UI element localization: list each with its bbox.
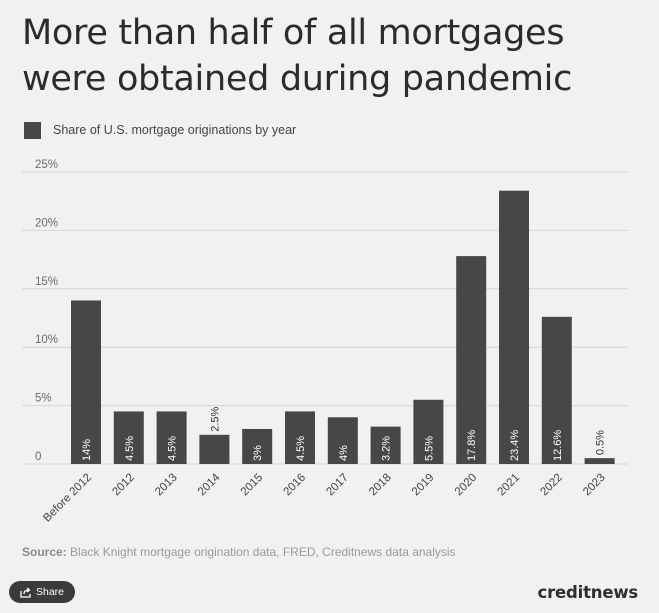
bar-value-label: 23.4%	[509, 430, 521, 461]
share-button[interactable]: Share	[9, 581, 75, 603]
share-icon	[20, 586, 31, 598]
bar-value-label: 14%	[81, 439, 93, 461]
bar-chart: 0 5% 10% 15% 20% 25% 14% Before 2012 4.5% 2012 4.5…	[22, 159, 628, 525]
bar	[456, 256, 487, 464]
bar	[327, 417, 358, 464]
bar-value-label: 12.6%	[552, 430, 564, 461]
bar-value-label: 17.8%	[466, 430, 478, 461]
source-note: Source: Black Knight mortgage originatio…	[22, 545, 456, 559]
x-tick-label: 2023	[581, 472, 608, 499]
y-tick-label: 25%	[35, 159, 58, 171]
bar-value-label: 4%	[338, 445, 350, 461]
x-tick-label: 2020	[453, 472, 480, 499]
bar-value-label: 4.5%	[167, 436, 179, 461]
bar-value-label: 4.5%	[124, 436, 136, 461]
x-tick-label: 2013	[153, 472, 180, 499]
bar	[199, 434, 230, 464]
x-tick-label: 2016	[282, 472, 309, 499]
bar-value-label: 5.5%	[423, 436, 435, 461]
bar	[541, 316, 572, 464]
brand-logo: creditnews	[537, 583, 639, 602]
bar-value-label: 3%	[252, 445, 264, 461]
x-tick-label: 2017	[324, 472, 351, 499]
bar	[113, 411, 144, 464]
x-tick-label: 2019	[410, 472, 437, 499]
x-tick-label: 2015	[239, 472, 266, 499]
x-tick-label: Before 2012	[41, 472, 94, 525]
bar	[285, 411, 315, 464]
source-text: Black Knight mortgage origination data, …	[70, 545, 456, 559]
legend-label: Share of U.S. mortgage originations by y…	[53, 123, 297, 137]
bar-value-label: 2.5%	[209, 407, 221, 432]
share-button-label: Share	[35, 586, 65, 598]
legend: Share of U.S. mortgage originations by y…	[24, 121, 296, 139]
bar	[242, 428, 273, 464]
x-tick-label: 2021	[496, 472, 523, 499]
y-tick-label: 10%	[35, 334, 58, 346]
x-tick-label: 2012	[110, 472, 137, 499]
x-tick-label: 2014	[196, 471, 223, 498]
bar-value-label: 3.2%	[381, 436, 393, 461]
y-tick-label: 15%	[35, 276, 58, 288]
bar	[584, 458, 615, 464]
legend-swatch	[24, 121, 41, 139]
bar	[499, 190, 529, 465]
bar-value-label: 0.5%	[595, 430, 607, 455]
bar	[370, 426, 401, 464]
x-tick-label: 2018	[367, 472, 394, 499]
source-prefix: Source:	[22, 545, 67, 559]
x-tick-label: 2022	[538, 472, 565, 499]
bar-value-label: 4.5%	[295, 436, 307, 461]
y-tick-label: 0	[35, 451, 41, 463]
bar	[413, 399, 444, 464]
y-tick-label: 20%	[35, 217, 58, 229]
bar	[71, 300, 101, 464]
y-tick-label: 5%	[35, 393, 52, 405]
chart-title: More than half of all mortgages were obt…	[22, 13, 573, 99]
bar	[156, 411, 187, 464]
